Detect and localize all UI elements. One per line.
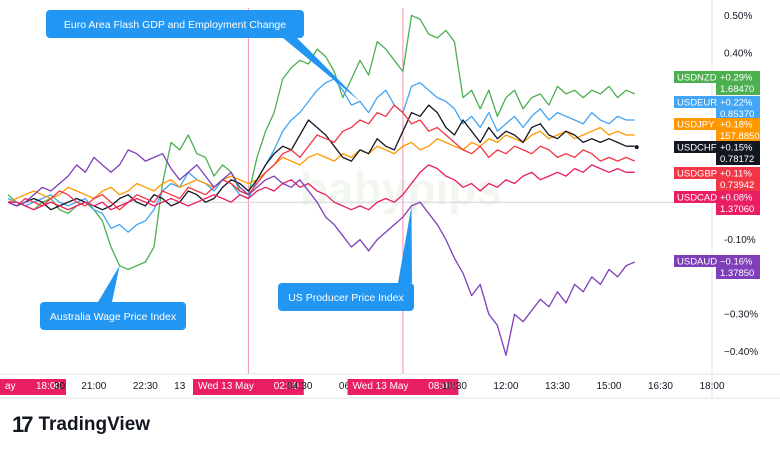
- watermark-text: babypips: [300, 163, 502, 215]
- y-tick-label: -0.10%: [724, 235, 756, 246]
- tradingview-logo: 17 TradingView: [12, 412, 151, 437]
- x-tick-label: Wed 13 May: [198, 381, 254, 392]
- badge-price: 0.85370: [720, 109, 754, 120]
- x-tick-label: ay: [5, 381, 16, 392]
- callout-box: [40, 302, 186, 330]
- callouts: Euro Area Flash GDP and Employment Chang…: [40, 10, 414, 330]
- badge-change: −0.16%: [720, 257, 753, 268]
- badge-symbol: USDGBP: [677, 169, 717, 180]
- callout-box: [278, 283, 414, 311]
- badge-price: 1.37060: [720, 204, 754, 215]
- callout-pointer: [283, 38, 360, 102]
- series-group: [7, 14, 639, 356]
- x-tick-label: Wed 13 May: [353, 381, 409, 392]
- series-line-usdnzd: [7, 14, 635, 271]
- badge-symbol: USDCAD: [677, 193, 717, 204]
- watermark: babypips: [300, 163, 502, 215]
- callout-label: Australia Wage Price Index: [50, 311, 177, 323]
- y-tick-label: −0.30%: [724, 310, 758, 321]
- badge-change: +0.18%: [720, 120, 753, 131]
- series-end-point: [634, 145, 639, 150]
- y-tick-label: 0.50%: [724, 11, 752, 22]
- badge-price: 1.68470: [720, 84, 754, 95]
- x-tick-label: 30: [54, 381, 66, 392]
- x-tick-label: 18:00: [699, 381, 724, 392]
- badge-symbol: USDJPY: [677, 120, 715, 131]
- badge-price: 157.88500: [720, 131, 765, 142]
- badge-symbol: USDNZD: [677, 73, 717, 84]
- callout-box: [46, 10, 304, 38]
- callout-label: US Producer Price Index: [288, 292, 404, 304]
- x-tick-label: 15:00: [596, 381, 621, 392]
- x-tick-label: 04:30: [287, 381, 312, 392]
- series-line-usdjpy: [7, 126, 635, 203]
- series-line-usdcad: [8, 164, 635, 211]
- x-tick-label: 22:30: [133, 381, 158, 392]
- badge-price: 1.37850: [720, 268, 754, 279]
- y-tick-label: −0.40%: [724, 347, 758, 358]
- callout-label: Euro Area Flash GDP and Employment Chang…: [64, 19, 286, 31]
- price-badge-usdaud: USDAUD −0.16%1.37850: [674, 255, 760, 279]
- badge-price: 0.78172: [720, 154, 754, 165]
- badge-price: 0.73942: [720, 180, 754, 191]
- badge-change: +0.11%: [720, 169, 752, 180]
- x-tick-label: 13: [174, 381, 186, 392]
- x-tick-label: 10:30: [442, 381, 467, 392]
- callout-pointer: [398, 205, 412, 283]
- x-tick-highlight-badge: [347, 379, 459, 395]
- badge-change: +0.08%: [720, 193, 753, 204]
- x-tick-sublabel: 08:00: [428, 381, 453, 392]
- badge-symbol: USDEUR: [677, 98, 717, 109]
- x-tick-highlight-badge: [0, 379, 66, 395]
- badge-change: +0.22%: [720, 98, 753, 109]
- series-line-usdchf: [7, 104, 635, 211]
- x-tick-label: 21:00: [81, 381, 106, 392]
- badge-symbol: USDCHF: [677, 143, 717, 154]
- callout-pointer: [98, 265, 120, 302]
- price-badge-usdnzd: USDNZD +0.29%1.68470: [674, 71, 760, 95]
- series-line-usdeur: [7, 78, 635, 233]
- event-callout: US Producer Price Index: [278, 205, 414, 311]
- badge-symbol: USDAUD: [677, 257, 717, 268]
- x-tick-sublabel: 18:00: [36, 381, 61, 392]
- x-tick-highlight-badge: [192, 379, 304, 395]
- tradingview-wordmark: TradingView: [38, 414, 151, 435]
- x-tick-label: 12:00: [493, 381, 518, 392]
- badge-change: +0.15%: [720, 143, 753, 154]
- x-tick-sublabel: 02:00: [274, 381, 299, 392]
- badge-change: +0.29%: [720, 73, 753, 84]
- price-badge-usdchf: USDCHF +0.15%0.78172: [674, 141, 760, 165]
- tradingview-mark-icon: 17: [12, 412, 34, 437]
- event-callout: Euro Area Flash GDP and Employment Chang…: [46, 10, 360, 102]
- x-tick-label: 13:30: [545, 381, 570, 392]
- event-callout: Australia Wage Price Index: [40, 265, 186, 330]
- series-line-usdgbp: [7, 104, 635, 211]
- price-badge-usdgbp: USDGBP +0.11%0.73942: [674, 167, 760, 191]
- price-badge-usdeur: USDEUR +0.22%0.85370: [674, 96, 760, 120]
- series-line-usdaud: [7, 149, 635, 356]
- price-badge-usdjpy: USDJPY +0.18%157.88500: [674, 118, 765, 142]
- price-badge-usdcad: USDCAD +0.08%1.37060: [674, 191, 760, 215]
- y-tick-label: 0.40%: [724, 48, 752, 59]
- x-tick-label: 16:30: [648, 381, 673, 392]
